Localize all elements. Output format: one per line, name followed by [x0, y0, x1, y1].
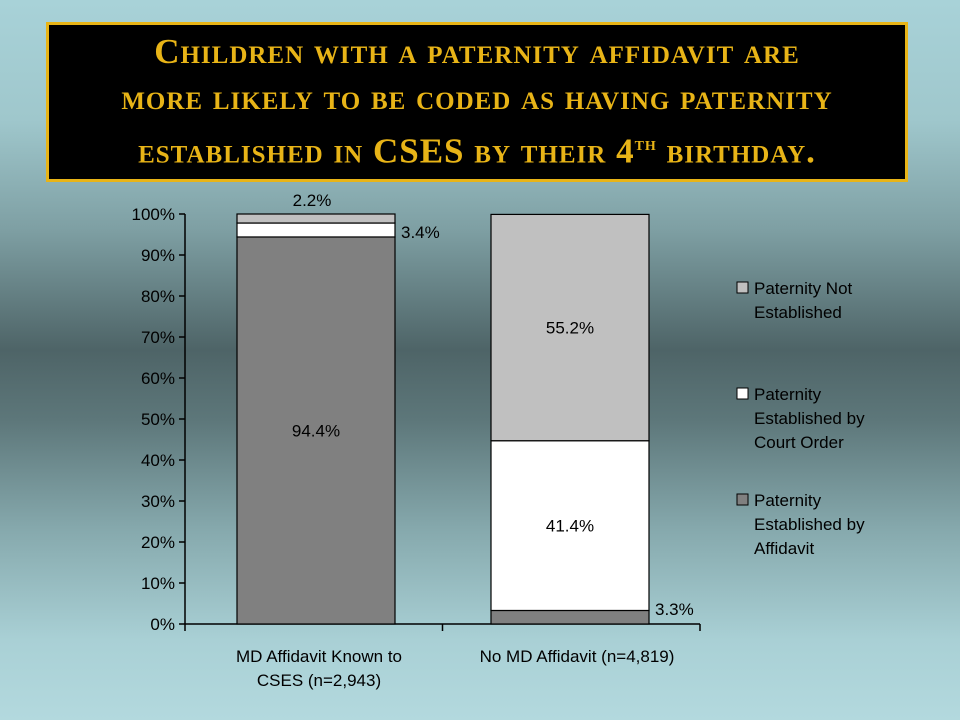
y-tick-label: 10%: [141, 574, 175, 593]
y-tick-label: 0%: [150, 615, 175, 634]
y-tick-label: 90%: [141, 246, 175, 265]
title-line-1: Children with a paternity affidavit are: [154, 32, 800, 72]
data-label: 41.4%: [546, 517, 594, 536]
y-tick-label: 80%: [141, 287, 175, 306]
y-tick-label: 50%: [141, 410, 175, 429]
legend-swatch: [736, 387, 749, 400]
legend-label: Established by: [754, 515, 865, 534]
data-label: 3.3%: [655, 600, 694, 619]
title-line-3-end: birthday.: [656, 131, 816, 171]
legend-label: Court Order: [754, 433, 844, 452]
bar-segment: [490, 609, 650, 625]
category-label: MD Affidavit Known to: [236, 647, 402, 666]
legend-label: Established by: [754, 409, 865, 428]
legend-label: Paternity Not: [754, 279, 853, 298]
data-label: 55.2%: [546, 319, 594, 338]
title-superscript: th: [634, 133, 657, 156]
legend-label: Established: [754, 303, 842, 322]
title-banner: Children with a paternity affidavit are …: [46, 22, 908, 182]
category-label: No MD Affidavit (n=4,819): [480, 647, 675, 666]
legend-label: Paternity: [754, 491, 822, 510]
title-line-3-text: established in CSES by their 4: [138, 131, 635, 171]
title-line-3: established in CSES by their 4th birthda…: [138, 121, 816, 175]
title-line-2: more likely to be coded as having patern…: [121, 78, 833, 118]
bar-segment: [236, 222, 396, 238]
data-label: 3.4%: [401, 223, 440, 242]
y-tick-label: 60%: [141, 369, 175, 388]
data-label: 94.4%: [292, 421, 340, 440]
bar-segment: [236, 213, 396, 224]
data-label: 2.2%: [293, 191, 332, 210]
y-tick-label: 30%: [141, 492, 175, 511]
legend-label: Affidavit: [754, 539, 814, 558]
bar-segment: [490, 213, 650, 442]
y-tick-label: 100%: [132, 205, 175, 224]
category-label: CSES (n=2,943): [257, 671, 381, 690]
bar-segment: [490, 440, 650, 612]
legend-label: Paternity: [754, 385, 822, 404]
legend-swatch: [736, 493, 749, 506]
y-tick-label: 40%: [141, 451, 175, 470]
y-tick-label: 20%: [141, 533, 175, 552]
y-tick-label: 70%: [141, 328, 175, 347]
legend-swatch: [736, 281, 749, 294]
